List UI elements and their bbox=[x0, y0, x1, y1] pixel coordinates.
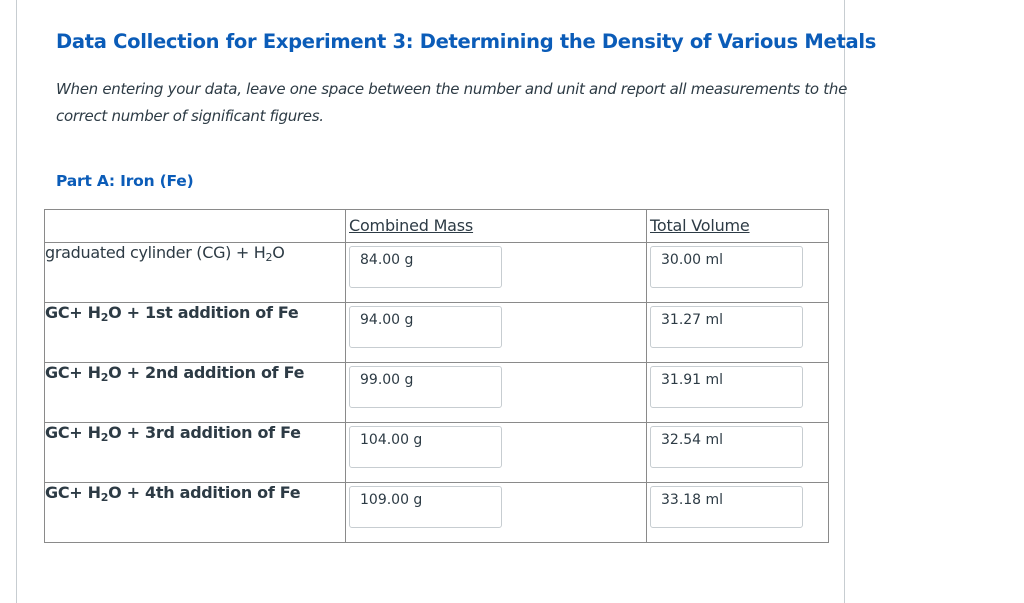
part-heading: Part A: Iron (Fe) bbox=[56, 172, 194, 190]
table-row: graduated cylinder (CG) + H2O bbox=[44, 242, 829, 303]
header-total-volume: Total Volume bbox=[650, 216, 750, 235]
row-label: GC+ H2O + 2nd addition of Fe bbox=[44, 362, 346, 423]
table-row: GC+ H2O + 1st addition of Fe bbox=[44, 302, 829, 363]
table-row: GC+ H2O + 2nd addition of Fe bbox=[44, 362, 829, 423]
combined-mass-input[interactable] bbox=[349, 426, 502, 468]
volume-cell bbox=[646, 482, 829, 543]
mass-cell bbox=[345, 302, 647, 363]
volume-cell bbox=[646, 302, 829, 363]
row-label: graduated cylinder (CG) + H2O bbox=[44, 242, 346, 303]
header-cell-total-volume: Total Volume bbox=[646, 209, 829, 243]
combined-mass-input[interactable] bbox=[349, 246, 502, 288]
table-row: GC+ H2O + 3rd addition of Fe bbox=[44, 422, 829, 483]
data-table: Combined Mass Total Volume graduated cyl… bbox=[44, 209, 829, 543]
instructions-text: When entering your data, leave one space… bbox=[56, 80, 847, 125]
header-combined-mass: Combined Mass bbox=[349, 216, 474, 235]
header-cell-empty bbox=[44, 209, 346, 243]
total-volume-input[interactable] bbox=[650, 366, 803, 408]
page-title: Data Collection for Experiment 3: Determ… bbox=[56, 30, 877, 53]
mass-cell bbox=[345, 362, 647, 423]
header-cell-combined-mass: Combined Mass bbox=[345, 209, 647, 243]
table-header-row: Combined Mass Total Volume bbox=[44, 209, 829, 243]
mass-cell bbox=[345, 422, 647, 483]
row-label: GC+ H2O + 4th addition of Fe bbox=[44, 482, 346, 543]
total-volume-input[interactable] bbox=[650, 246, 803, 288]
total-volume-input[interactable] bbox=[650, 426, 803, 468]
volume-cell bbox=[646, 362, 829, 423]
row-label: GC+ H2O + 1st addition of Fe bbox=[44, 302, 346, 363]
combined-mass-input[interactable] bbox=[349, 306, 502, 348]
volume-cell bbox=[646, 422, 829, 483]
mass-cell bbox=[345, 242, 647, 303]
combined-mass-input[interactable] bbox=[349, 366, 502, 408]
mass-cell bbox=[345, 482, 647, 543]
total-volume-input[interactable] bbox=[650, 486, 803, 528]
total-volume-input[interactable] bbox=[650, 306, 803, 348]
row-label: GC+ H2O + 3rd addition of Fe bbox=[44, 422, 346, 483]
content-panel: Data Collection for Experiment 3: Determ… bbox=[16, 0, 876, 603]
table-row: GC+ H2O + 4th addition of Fe bbox=[44, 482, 829, 543]
volume-cell bbox=[646, 242, 829, 303]
combined-mass-input[interactable] bbox=[349, 486, 502, 528]
